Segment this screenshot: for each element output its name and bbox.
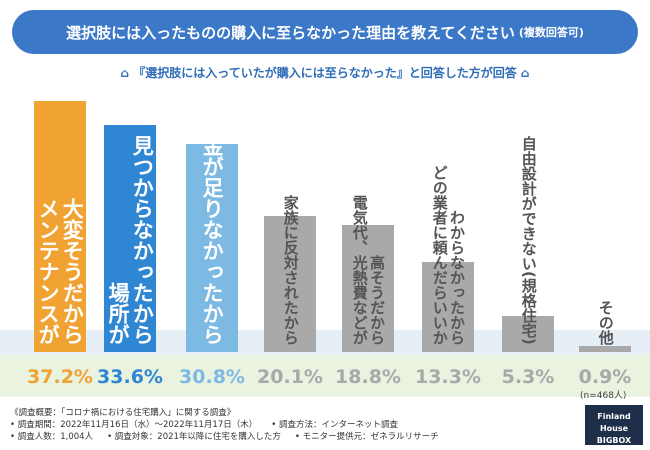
category-label: 自由設計ができない(規格住宅)	[519, 136, 538, 345]
category-label-line: わからなかったから	[448, 210, 466, 345]
footer-items: 調査期間：2022年11月16日（水）～2022年11月17日（木） 調査方法：イ…	[10, 419, 490, 443]
subtitle-text: 『選択肢には入っていたが購入には至らなかった』と回答した方が回答	[133, 66, 517, 80]
logo-text: Finland House	[597, 412, 631, 433]
category-label: メンテナンスが 大変そうだから	[36, 198, 84, 345]
footer-item: 調査人数：1,004人	[10, 431, 93, 443]
bar	[579, 345, 631, 352]
bar	[34, 100, 86, 352]
bar	[502, 316, 554, 352]
sample-note: (n=468人)	[580, 391, 627, 401]
bar	[264, 216, 316, 352]
category-label-line: 家族に反対されたから	[281, 195, 300, 345]
category-label: その他	[596, 300, 615, 345]
bar	[186, 144, 238, 352]
category-label-line: 資金が足りなかったから	[200, 114, 225, 345]
value-label: 13.3%	[415, 366, 481, 388]
title-note: (複数回答可)	[518, 26, 584, 39]
category-label: 資金が足りなかったから	[200, 114, 224, 345]
bar	[422, 262, 474, 352]
category-label-line: 見つからなかったから	[130, 135, 155, 345]
category-label: どの業者に頼んだらいいか わからなかったから	[431, 165, 466, 345]
category-label-line: その他	[596, 300, 615, 345]
value-label: 30.8%	[179, 366, 245, 388]
subtitle: ⌂ 『選択肢には入っていたが購入には至らなかった』と回答した方が回答 ⌂	[120, 66, 530, 80]
value-label: 0.9%	[578, 366, 632, 388]
value-label: 5.3%	[501, 366, 555, 388]
logo-sub: BIGBOX	[596, 436, 632, 445]
footer-item: モニター提供元：ゼネラルリサーチ	[295, 431, 439, 443]
footer-item: 調査期間：2022年11月16日（水）～2022年11月17日（木）	[10, 419, 258, 431]
category-label: 家族に反対されたから	[281, 195, 300, 345]
value-label: 33.6%	[97, 366, 163, 388]
title: 選択肢には入ったものの購入に至らなかった理由を教えてください	[66, 23, 515, 42]
bar	[342, 225, 394, 352]
logo: Finland House BIGBOX	[585, 405, 643, 445]
footer: 《調査概要：「コロナ禍における住宅購入」に関する調査》 調査期間：2022年11…	[10, 407, 490, 443]
value-label: 37.2%	[27, 366, 93, 388]
value-label: 20.1%	[257, 366, 323, 388]
category-label-line: 大変そうだから	[60, 198, 85, 345]
footer-item: 調査対象：2021年以降に住宅を購入した方	[107, 431, 281, 443]
category-label-line: メンテナンスが	[36, 198, 61, 345]
value-label: 18.8%	[335, 366, 401, 388]
title-banner: 選択肢には入ったものの購入に至らなかった理由を教えてください (複数回答可)	[12, 10, 638, 54]
category-label: 電気代、光熱費などが 高そうだから	[351, 195, 386, 345]
category-label-line: 場所が	[106, 282, 131, 345]
background-grass	[0, 355, 650, 397]
category-label-line: どの業者に頼んだらいいか	[430, 165, 449, 345]
footer-heading: 《調査概要：「コロナ禍における住宅購入」に関する調査》	[10, 408, 236, 418]
category-label-line: 自由設計ができない(規格住宅)	[519, 136, 538, 345]
category-label: 場所が 見つからなかったから	[106, 135, 154, 345]
bar	[104, 125, 156, 352]
category-label-line: 電気代、光熱費などが	[350, 195, 369, 345]
category-label-line: 高そうだから	[368, 255, 386, 345]
footer-item: 調査方法：インターネット調査	[271, 419, 398, 431]
